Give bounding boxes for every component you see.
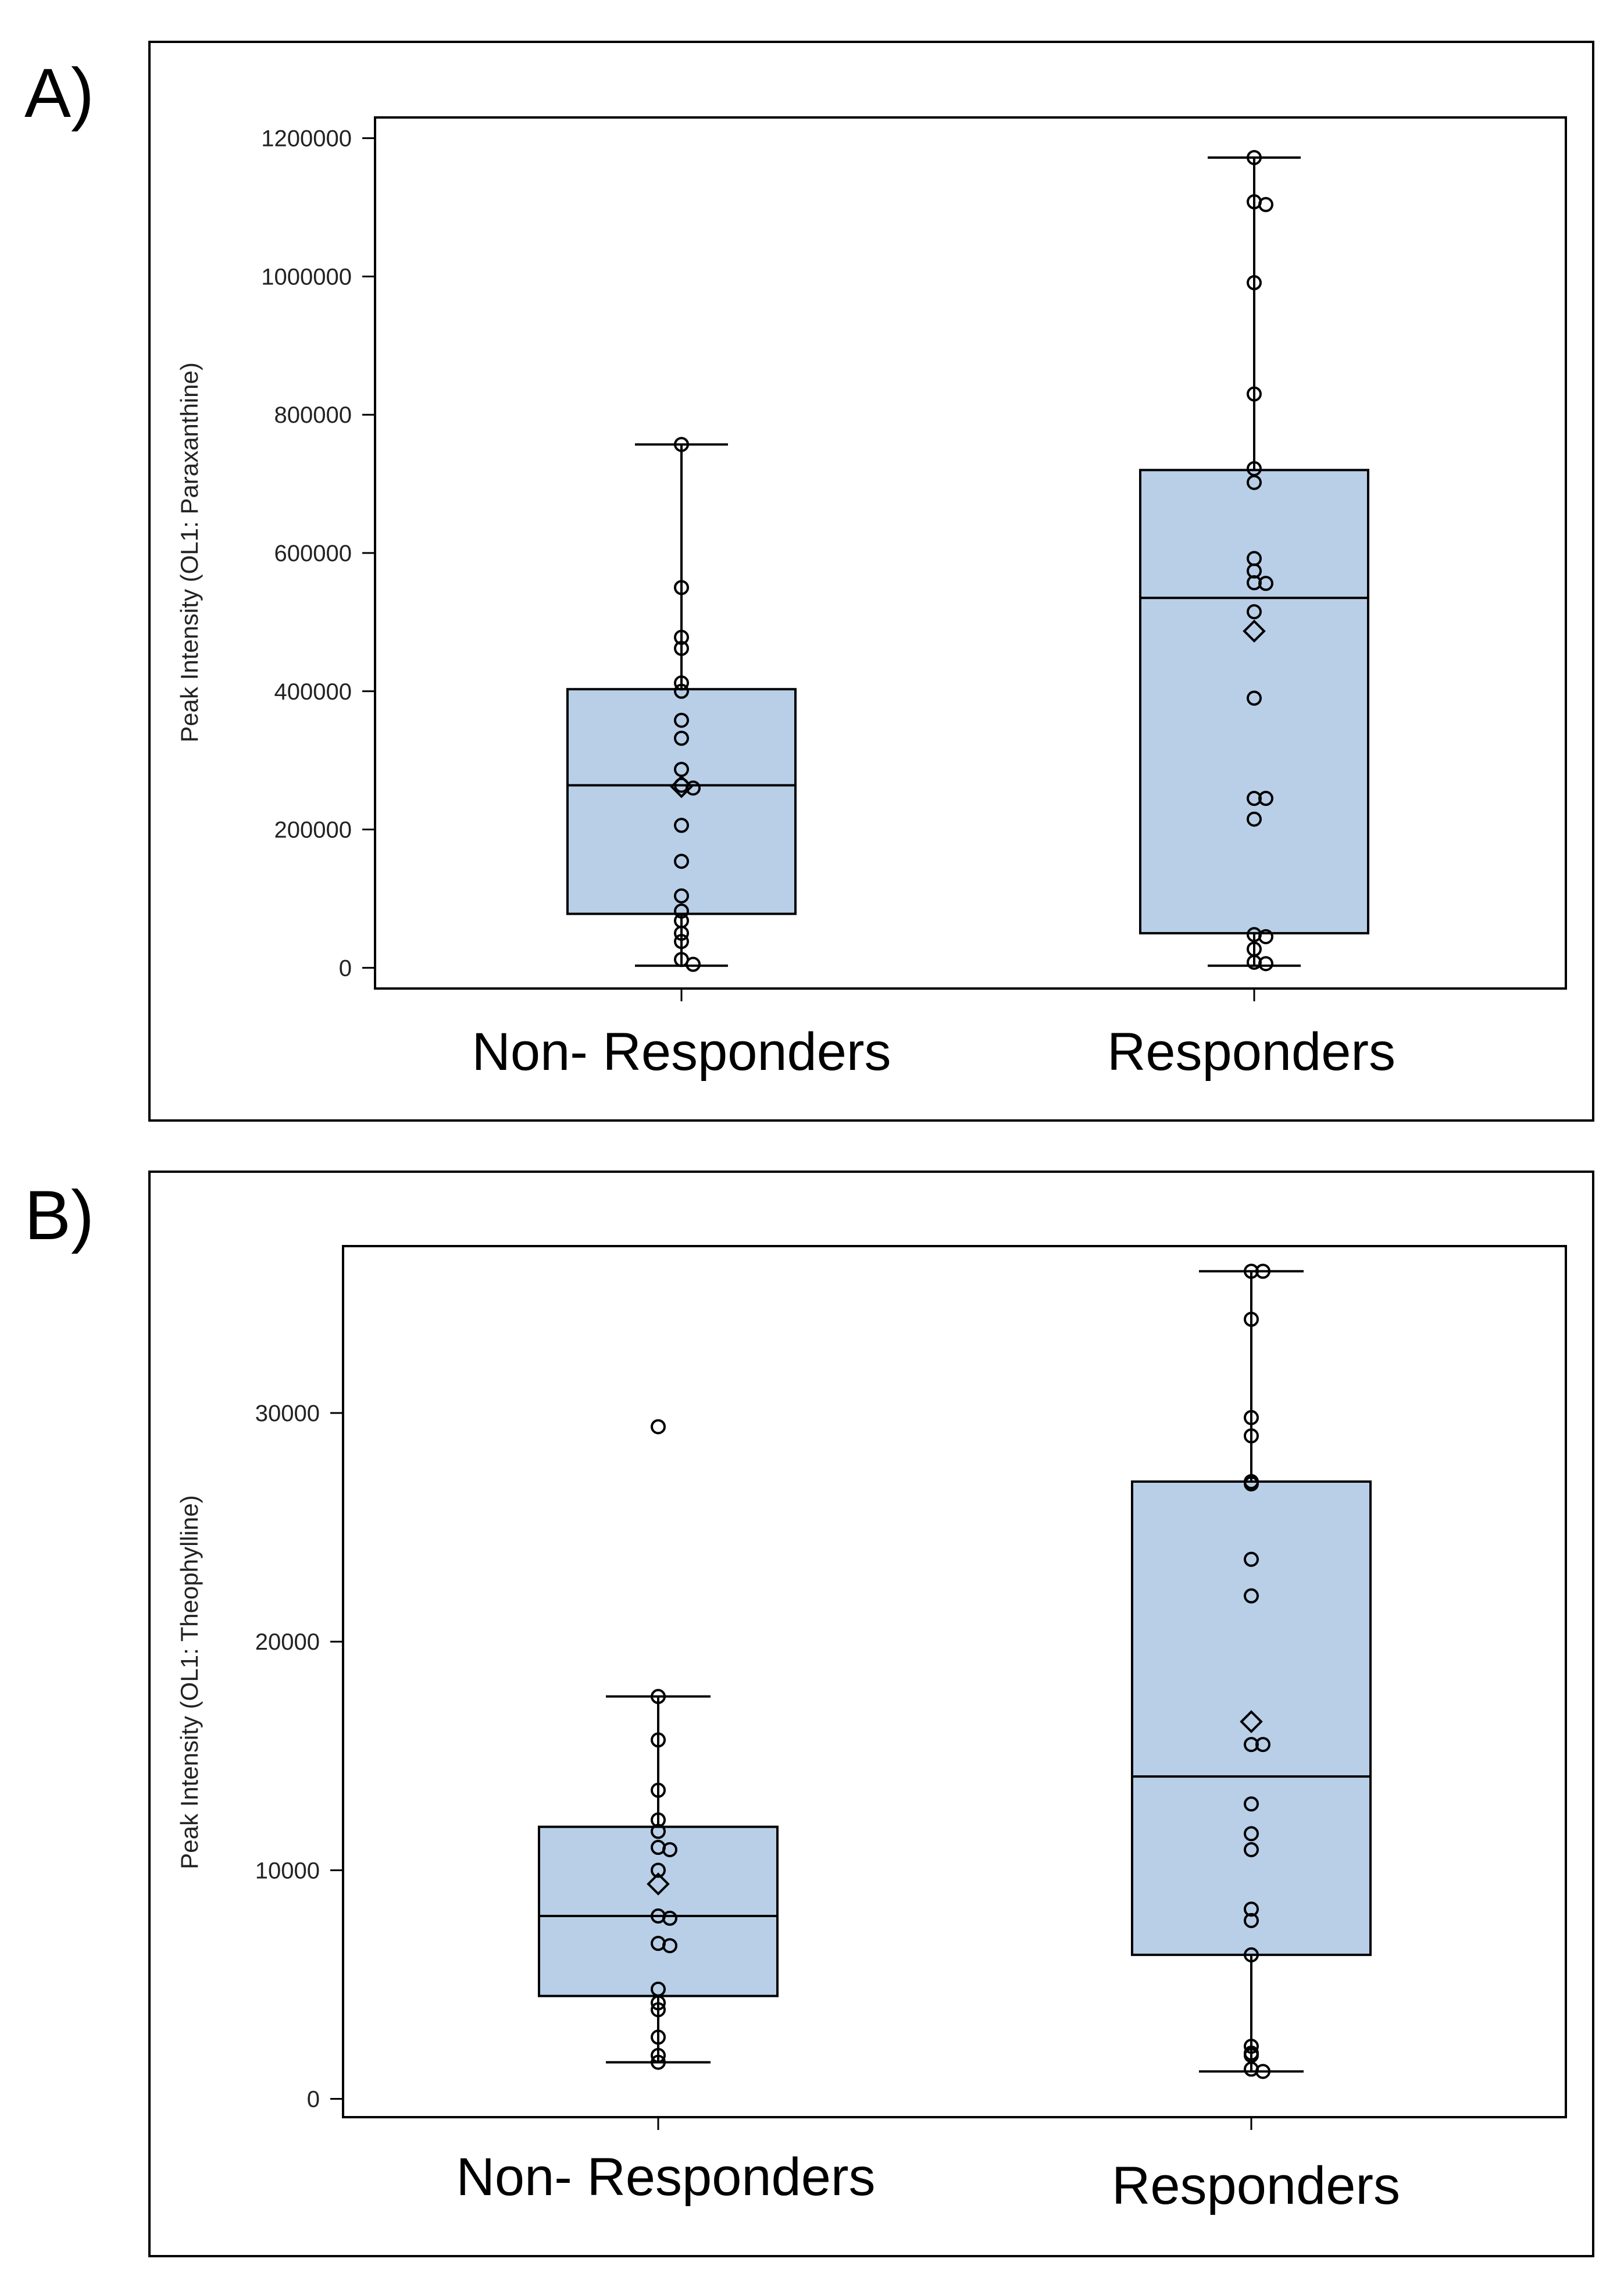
panel-a-data-point-non-responders [674,934,689,950]
panel-b-data-point-responders [1244,1901,1259,1917]
panel-a-category-responders: Responders [1107,1022,1395,1082]
panel-a-y-tick-label: 1000000 [261,264,352,290]
panel-a-y-tick-label: 800000 [274,402,352,428]
panel-a-data-point-non-responders [686,780,701,796]
panel-a-data-point-non-responders [674,730,689,746]
panel-a-marks: 0 200000 400000 600000 800000 1000000 1200000 [261,126,1369,1001]
panel-b-data-point-non-responders [662,1910,677,1926]
panel-a-plot-area [374,116,1567,990]
panel-b-mean-marker-non-responders [647,1872,670,1896]
panel-a-data-point-responders [1247,149,1262,165]
panel-b-data-point-non-responders [651,1824,666,1839]
panel-b-data-point-non-responders [651,2054,666,2070]
panel-a-data-point-non-responders [674,580,689,595]
panel-a-data-point-non-responders [674,683,689,699]
panel-b-data-point-non-responders [651,2002,666,2018]
panel-b-category-responders: Responders [1112,2156,1400,2215]
panel-b-data-point-responders [1244,1796,1259,1812]
panel-b-y-axis-label: Peak Intensity (OL1: Theophylline) [176,1495,203,1869]
panel-a-data-point-non-responders [674,925,689,941]
panel-a-data-point-responders [1247,386,1262,402]
panel-b-data-point-non-responders [651,2047,666,2063]
panel-a-data-point-non-responders [674,762,689,777]
panel-b-data-point-responders [1255,1264,1270,1279]
panel-b-data-point-responders [1244,1311,1259,1327]
panel-a-data-point-non-responders [674,630,689,645]
panel-a-y-tick-label: 0 [339,955,352,981]
panel-b-data-point-responders [1255,1737,1270,1753]
panel-b-data-point-responders [1244,1551,1259,1567]
panel-a-data-point-non-responders [674,854,689,869]
panel-b-marks: 0 10000 20000 30000 [255,1264,1372,2130]
panel-b-mean-marker-responders [1240,1710,1263,1733]
panel-a-box-responders [1139,469,1369,934]
panel-a-data-point-non-responders [674,818,689,833]
panel-a-box-non-responders [566,688,797,915]
panel-b-data-point-non-responders [651,1419,666,1435]
panel-b-data-point-responders [1244,1410,1259,1425]
panel-a-data-point-responders [1247,811,1262,827]
panel-a-data-point-non-responders [686,957,701,972]
panel-a-y-tick-label: 200000 [274,818,352,843]
panel-a-category-non-responders: Non- Responders [472,1022,891,1082]
panel-b-data-point-non-responders [651,1689,666,1704]
panel-b-data-point-responders [1244,1912,1259,1928]
panel-a-y-tick-label: 600000 [274,541,352,566]
panel-label-b: B) [24,1176,94,1254]
panel-a-data-point-non-responders [674,712,689,728]
panel-b-data-point-responders [1244,1476,1259,1491]
panel-a-frame [148,41,1594,1122]
panel-b-data-point-non-responders [651,1995,666,2011]
panel-b-category-non-responders: Non- Responders [456,2147,875,2207]
panel-b-box-non-responders [538,1825,779,1997]
panel-b-y-tick-label: 20000 [255,1629,320,1655]
panel-b-data-point-non-responders [651,2029,666,2045]
panel-b-data-point-responders [1244,1826,1259,1842]
panel-b-data-point-responders [1244,1428,1259,1444]
panel-a-data-point-responders [1247,474,1262,490]
panel-b-frame [148,1171,1594,2257]
panel-b-box-responders [1131,1480,1372,1956]
panel-a-data-point-non-responders [674,437,689,452]
panel-a-y-axis-label: Peak Intensity (OL1: Paraxanthine) [176,362,203,743]
panel-a-data-point-responders [1258,791,1273,807]
panel-a-data-point-responders [1247,275,1262,291]
panel-a-data-point-non-responders [674,641,689,656]
panel-b-data-point-responders [1255,2064,1270,2079]
panel-a-data-point-responders [1258,956,1273,972]
panel-b-y-tick-label: 30000 [255,1401,320,1426]
panel-b-data-point-non-responders [651,1782,666,1798]
panel-label-a: A) [24,54,94,132]
panel-a-data-point-non-responders [674,903,689,919]
panel-a-mean-marker-responders [1243,619,1266,643]
panel-b-data-point-non-responders [662,1938,677,1954]
panel-b-data-point-non-responders [651,1812,666,1828]
panel-b-y-tick-label: 0 [307,2087,320,2113]
panel-b-data-point-responders [1244,1588,1259,1604]
panel-b-data-point-responders [1244,1842,1259,1857]
panel-b-data-point-responders [1244,1947,1259,1962]
panel-b-y-tick-label: 10000 [255,1858,320,1883]
panel-b-data-point-non-responders [651,1732,666,1748]
panel-b-plot-area [342,1245,1567,2118]
panel-b-data-point-non-responders [662,1842,677,1857]
panel-b-data-point-responders [1244,2039,1259,2054]
panel-a-data-point-non-responders [674,675,689,691]
panel-a-y-tick-label: 1200000 [261,126,352,152]
panel-a-data-point-non-responders [674,888,689,904]
panel-a-data-point-responders [1258,929,1273,944]
panel-a-data-point-responders [1258,197,1273,212]
panel-a-data-point-responders [1247,690,1262,706]
panel-b-data-point-non-responders [651,1862,666,1878]
panel-a-data-point-responders [1258,576,1273,591]
panel-a-y-tick-label: 400000 [274,679,352,705]
panel-a-data-point-responders [1247,604,1262,620]
